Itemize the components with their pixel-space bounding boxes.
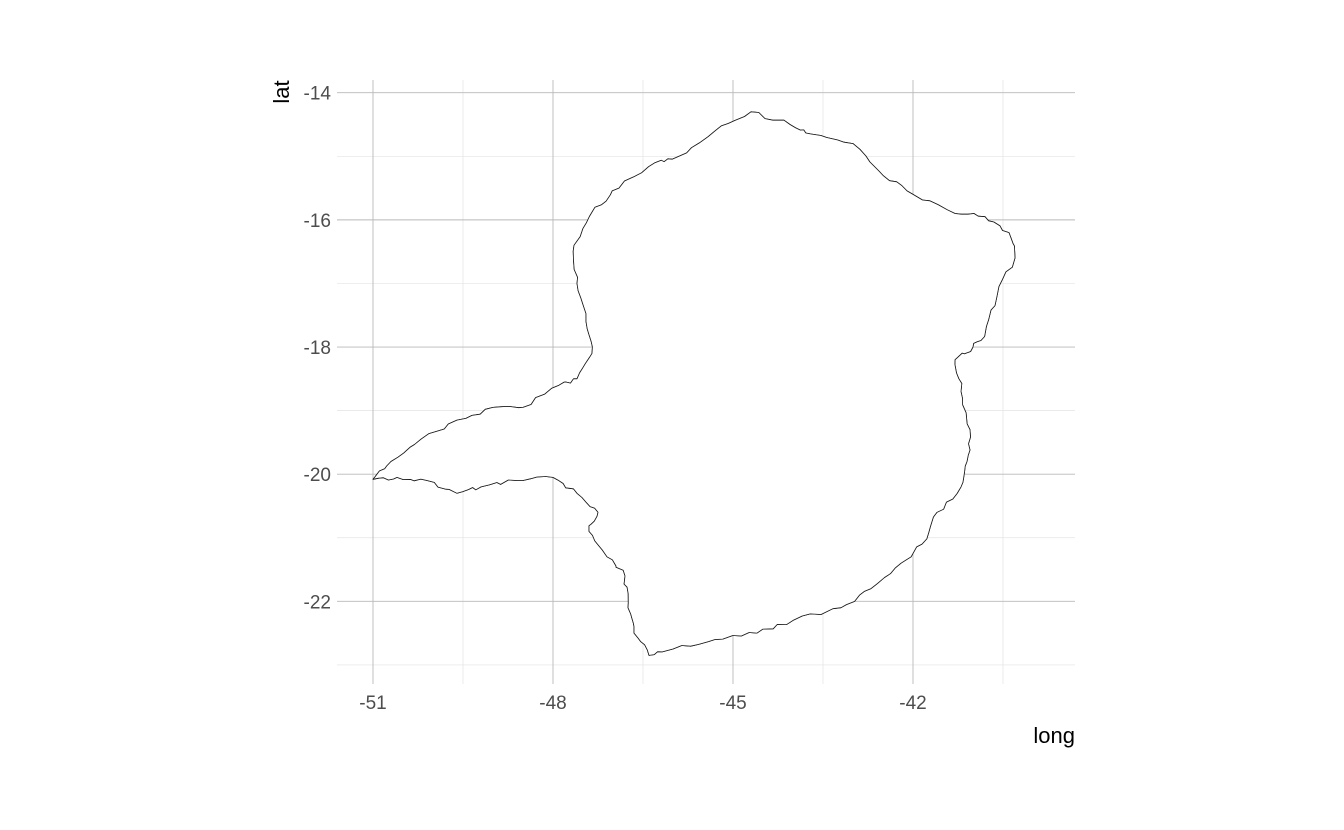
x-axis-ticks: -51 -48 -45 -42 (359, 693, 926, 714)
x-tick-label: -51 (359, 693, 386, 714)
y-tick-label: -16 (304, 211, 331, 232)
x-tick-label: -48 (539, 693, 566, 714)
y-tick-label: -14 (304, 84, 332, 105)
y-axis-label: lat (269, 80, 294, 103)
x-tick-label: -45 (719, 693, 746, 714)
y-tick-label: -20 (304, 465, 331, 486)
y-tick-label: -18 (304, 338, 331, 359)
x-axis-label: long (1033, 723, 1075, 748)
y-tick-label: -22 (304, 592, 331, 613)
x-tick-label: -42 (899, 693, 926, 714)
y-axis-ticks: -14 -16 -18 -20 -22 (304, 84, 332, 614)
